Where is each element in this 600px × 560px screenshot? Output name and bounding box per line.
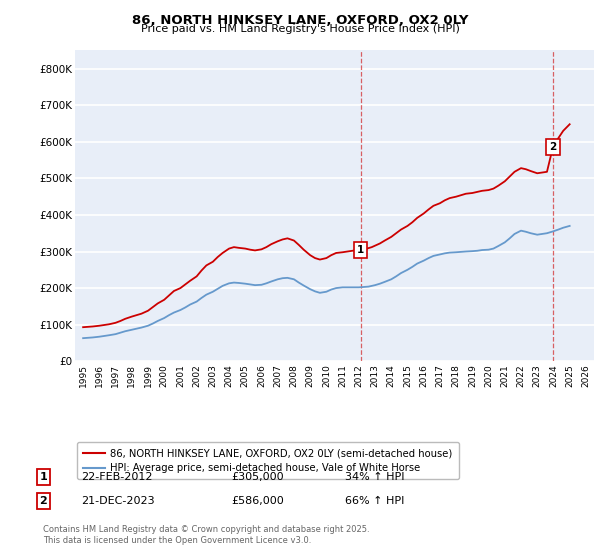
Text: Contains HM Land Registry data © Crown copyright and database right 2025.
This d: Contains HM Land Registry data © Crown c… [43, 525, 370, 545]
Text: 2: 2 [550, 142, 557, 152]
Text: 21-DEC-2023: 21-DEC-2023 [81, 496, 155, 506]
Text: 1: 1 [40, 472, 47, 482]
Text: 2: 2 [40, 496, 47, 506]
Text: Price paid vs. HM Land Registry's House Price Index (HPI): Price paid vs. HM Land Registry's House … [140, 24, 460, 34]
Text: £586,000: £586,000 [231, 496, 284, 506]
Text: 1: 1 [358, 245, 365, 255]
Legend: 86, NORTH HINKSEY LANE, OXFORD, OX2 0LY (semi-detached house), HPI: Average pric: 86, NORTH HINKSEY LANE, OXFORD, OX2 0LY … [77, 442, 458, 479]
Text: 66% ↑ HPI: 66% ↑ HPI [345, 496, 404, 506]
Text: 22-FEB-2012: 22-FEB-2012 [81, 472, 152, 482]
Text: 86, NORTH HINKSEY LANE, OXFORD, OX2 0LY: 86, NORTH HINKSEY LANE, OXFORD, OX2 0LY [132, 14, 468, 27]
Text: 34% ↑ HPI: 34% ↑ HPI [345, 472, 404, 482]
Text: £305,000: £305,000 [231, 472, 284, 482]
